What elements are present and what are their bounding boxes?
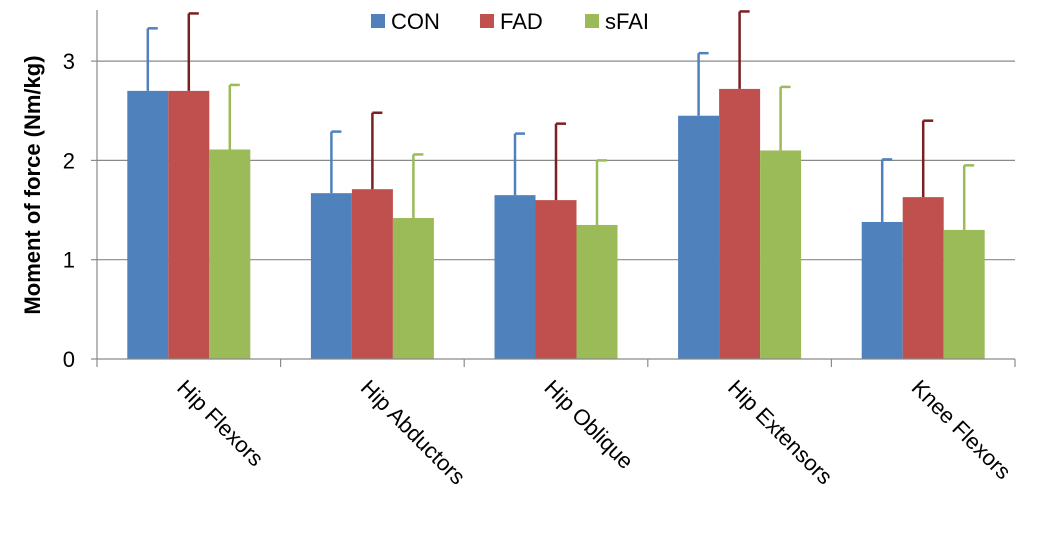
error-bars [146,10,975,230]
x-tick-label: Knee Flexors [907,375,1016,484]
legend-swatch-fad [480,14,494,28]
legend-swatch-sfai [585,14,599,28]
legend: CON FAD sFAI [371,9,649,34]
axes [91,10,1016,367]
bar-sfai [392,217,434,359]
legend-label-sfai: sFAI [605,9,649,34]
bar-sfai [209,149,251,359]
legend-swatch-con [371,14,385,28]
y-axis-label: Moment of force (Nm/kg) [20,55,45,314]
bar-fad [535,200,577,359]
bar-sfai [760,150,802,359]
bar-con [127,90,169,359]
bar-sfai [576,224,618,359]
x-tick-label: Hip Extensors [723,375,838,490]
bar-con [494,195,536,359]
bar-con [861,221,903,359]
y-tick-label: 0 [63,347,75,372]
y-tick-labels: 0 1 2 3 [63,49,75,372]
bar-fad [351,189,393,359]
bar-con [310,193,352,359]
x-tick-labels: Hip Flexors Hip Abductors Hip Oblique Hip E… [172,375,1016,490]
bar-con [678,115,720,359]
y-tick-label: 2 [63,148,75,173]
bars [127,88,985,360]
bar-fad [902,197,944,359]
x-tick-label: Hip Abductors [356,375,471,490]
x-tick-label: Hip Oblique [539,375,638,474]
bar-fad [719,88,761,360]
bar-sfai [943,229,985,359]
y-tick-label: 3 [63,49,75,74]
legend-label-con: CON [391,9,440,34]
legend-label-fad: FAD [500,9,543,34]
x-tick-label: Hip Flexors [172,375,268,471]
y-tick-label: 1 [63,248,75,273]
bar-fad [168,90,210,359]
